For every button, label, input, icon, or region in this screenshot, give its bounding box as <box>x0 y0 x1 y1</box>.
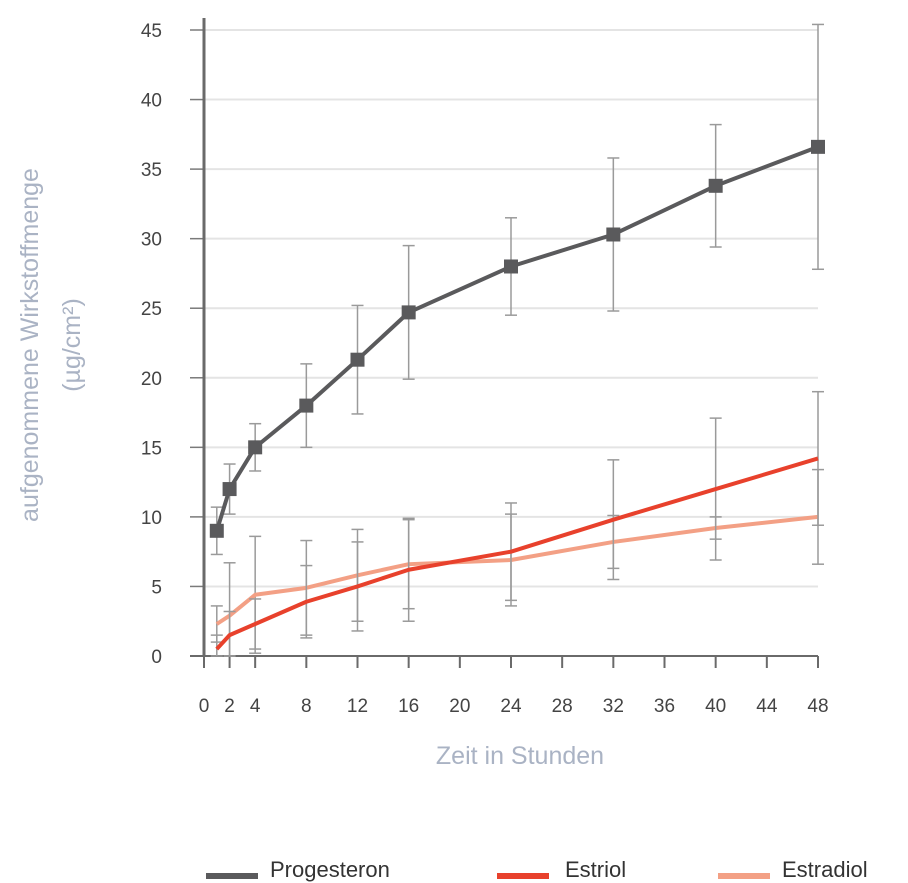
series-group <box>209 23 825 657</box>
x-tick-label: 24 <box>500 696 522 717</box>
data-point <box>401 305 416 320</box>
x-tick-label: 16 <box>398 696 419 717</box>
data-point <box>504 259 518 274</box>
x-tick-label: 20 <box>449 696 470 717</box>
y-tick-label: 20 <box>141 369 162 390</box>
axes <box>190 18 818 657</box>
grid-lines <box>190 29 819 668</box>
x-tick-label: 44 <box>756 696 778 717</box>
y-tick-label: 40 <box>141 91 162 112</box>
x-tick-label: 48 <box>807 696 828 717</box>
x-tick-label: 2 <box>224 696 235 717</box>
legend: Progesteron Estriol Estradiol <box>206 857 868 882</box>
series-progesteron <box>209 23 825 556</box>
y-tick-label: 35 <box>141 160 162 181</box>
legend-label: Progesteron <box>270 857 390 882</box>
x-tick-label: 36 <box>654 696 675 717</box>
x-tick-labels: 0 2 4 8 12 16 20 24 28 32 36 40 44 48 <box>199 696 829 717</box>
y-axis-unit: (µg/cm²) <box>58 298 86 392</box>
y-tick-labels: 0 5 10 15 20 25 30 35 40 45 <box>141 21 162 668</box>
x-tick-label: 12 <box>347 696 368 717</box>
x-axis-title: Zeit in Stunden <box>436 742 604 770</box>
data-point <box>299 398 314 413</box>
data-point <box>350 352 365 367</box>
x-tick-label: 4 <box>250 696 261 717</box>
data-point <box>222 482 237 497</box>
x-tick-label: 8 <box>301 696 312 717</box>
x-tick-label: 0 <box>199 696 210 717</box>
y-tick-label: 30 <box>141 230 162 251</box>
data-point <box>248 440 263 455</box>
data-point <box>209 523 224 538</box>
y-tick-label: 5 <box>151 577 162 598</box>
legend-item-estriol: Estriol <box>497 857 626 882</box>
y-tick-label: 25 <box>141 299 162 320</box>
legend-label: Estriol <box>565 857 626 882</box>
x-tick-label: 28 <box>552 696 573 717</box>
data-point <box>708 178 723 193</box>
legend-item-progesteron: Progesteron <box>206 857 390 882</box>
series-line <box>215 456 819 651</box>
y-tick-label: 0 <box>151 647 162 668</box>
y-tick-label: 45 <box>141 21 162 42</box>
series-line <box>214 144 819 532</box>
x-tick-label: 32 <box>603 696 624 717</box>
series-estradiol <box>210 468 824 657</box>
series-line <box>215 514 819 626</box>
data-point <box>606 227 621 242</box>
series-estriol <box>210 390 824 657</box>
y-tick-label: 10 <box>141 508 162 529</box>
legend-label: Estradiol <box>782 857 868 882</box>
x-tick-label: 40 <box>705 696 726 717</box>
data-point <box>811 139 825 154</box>
y-axis-title: aufgenommene Wirkstoffmenge <box>16 168 44 522</box>
y-tick-label: 15 <box>141 438 162 459</box>
legend-item-estradiol: Estradiol <box>718 857 868 882</box>
